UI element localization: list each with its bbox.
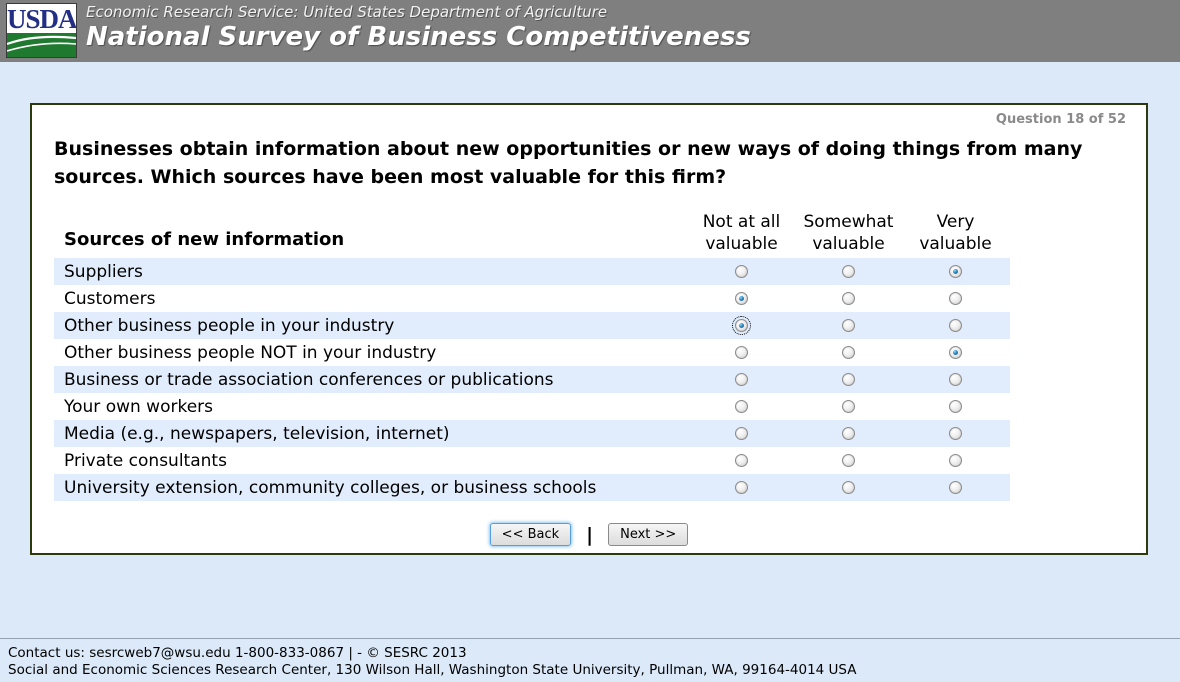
radio-not-at-all-valuable[interactable]: [735, 265, 748, 278]
radio-cell-not-at-all[interactable]: [688, 481, 795, 494]
radio-cell-very[interactable]: [902, 265, 1009, 278]
footer-contact-line: Contact us: sesrcweb7@wsu.edu 1-800-833-…: [8, 645, 467, 661]
table-row: Your own workers: [54, 393, 1010, 420]
row-label: Private consultants: [64, 450, 227, 471]
radio-cell-very[interactable]: [902, 319, 1009, 332]
row-label: Customers: [64, 288, 156, 309]
question-text: Businesses obtain information about new …: [54, 138, 1083, 188]
table-row: Private consultants: [54, 447, 1010, 474]
radio-very-valuable[interactable]: [949, 454, 962, 467]
radio-somewhat-valuable[interactable]: [842, 454, 855, 467]
radio-cell-somewhat[interactable]: [795, 265, 902, 278]
radio-very-valuable[interactable]: [949, 292, 962, 305]
question-counter: Question 18 of 52: [995, 112, 1126, 127]
top-banner: USDA Economic Research Service: United S…: [0, 0, 1180, 62]
table-row: Media (e.g., newspapers, television, int…: [54, 420, 1010, 447]
column-header-very: Very valuable: [919, 212, 992, 254]
column-header-somewhat: Somewhat valuable: [803, 212, 894, 254]
radio-cell-very[interactable]: [902, 481, 1009, 494]
radio-cell-not-at-all[interactable]: [688, 454, 795, 467]
radio-cell-very[interactable]: [902, 427, 1009, 440]
table-row: Customers: [54, 285, 1010, 312]
radio-cell-somewhat[interactable]: [795, 319, 902, 332]
table-header-row: Sources of new information Not at all va…: [54, 211, 1010, 258]
radio-cell-not-at-all[interactable]: [688, 265, 795, 278]
banner-titles: Economic Research Service: United States…: [86, 0, 1180, 52]
table-row: Business or trade association conference…: [54, 366, 1010, 393]
radio-very-valuable[interactable]: [949, 481, 962, 494]
button-separator: |: [586, 523, 594, 546]
radio-cell-very[interactable]: [902, 292, 1009, 305]
radio-not-at-all-valuable[interactable]: [735, 373, 748, 386]
table-row: Other business people NOT in your indust…: [54, 339, 1010, 366]
radio-not-at-all-valuable[interactable]: [735, 427, 748, 440]
table-row: Other business people in your industry: [54, 312, 1010, 339]
radio-somewhat-valuable[interactable]: [842, 319, 855, 332]
back-button[interactable]: << Back: [489, 523, 572, 546]
radio-somewhat-valuable[interactable]: [842, 400, 855, 413]
radio-somewhat-valuable[interactable]: [842, 265, 855, 278]
table-row: Suppliers: [54, 258, 1010, 285]
radio-not-at-all-valuable[interactable]: [732, 316, 751, 335]
radio-somewhat-valuable[interactable]: [842, 481, 855, 494]
radio-somewhat-valuable[interactable]: [842, 427, 855, 440]
radio-cell-somewhat[interactable]: [795, 346, 902, 359]
radio-very-valuable[interactable]: [949, 400, 962, 413]
row-label: Media (e.g., newspapers, television, int…: [64, 423, 450, 444]
radio-cell-somewhat[interactable]: [795, 427, 902, 440]
survey-title: National Survey of Business Competitiven…: [86, 22, 751, 52]
radio-very-valuable[interactable]: [949, 346, 962, 359]
radio-cell-not-at-all[interactable]: [688, 292, 795, 305]
footer-address-line: Social and Economic Sciences Research Ce…: [8, 661, 857, 678]
radio-not-at-all-valuable[interactable]: [735, 400, 748, 413]
sources-table: Sources of new information Not at all va…: [54, 211, 1010, 501]
radio-cell-very[interactable]: [902, 373, 1009, 386]
radio-cell-not-at-all[interactable]: [688, 427, 795, 440]
radio-cell-somewhat[interactable]: [795, 373, 902, 386]
radio-not-at-all-valuable[interactable]: [735, 454, 748, 467]
radio-very-valuable[interactable]: [949, 427, 962, 440]
row-label: Your own workers: [64, 396, 214, 417]
sources-table-body: Suppliers Customers Other business peopl…: [54, 258, 1010, 501]
radio-somewhat-valuable[interactable]: [842, 292, 855, 305]
radio-very-valuable[interactable]: [949, 265, 962, 278]
radio-cell-somewhat[interactable]: [795, 400, 902, 413]
row-label: Other business people NOT in your indust…: [64, 342, 437, 363]
row-group-header: Sources of new information: [64, 229, 345, 250]
question-panel: Question 18 of 52 Businesses obtain info…: [30, 103, 1148, 555]
agency-line: Economic Research Service: United States…: [86, 3, 608, 21]
radio-somewhat-valuable[interactable]: [842, 373, 855, 386]
radio-cell-very[interactable]: [902, 346, 1009, 359]
radio-not-at-all-valuable[interactable]: [735, 346, 748, 359]
radio-cell-not-at-all[interactable]: [688, 373, 795, 386]
radio-somewhat-valuable[interactable]: [842, 346, 855, 359]
usda-logo-text: USDA: [7, 4, 77, 34]
row-label: Business or trade association conference…: [64, 369, 554, 390]
nav-buttons: << Back | Next >>: [32, 523, 1146, 546]
radio-cell-not-at-all[interactable]: [688, 346, 795, 359]
radio-very-valuable[interactable]: [949, 373, 962, 386]
radio-very-valuable[interactable]: [949, 319, 962, 332]
usda-logo: USDA: [6, 3, 77, 58]
radio-cell-not-at-all[interactable]: [688, 400, 795, 413]
radio-cell-very[interactable]: [902, 400, 1009, 413]
footer: Contact us: sesrcweb7@wsu.edu 1-800-833-…: [0, 638, 1180, 682]
row-label: University extension, community colleges…: [64, 477, 597, 498]
radio-cell-very[interactable]: [902, 454, 1009, 467]
column-header-not-at-all: Not at all valuable: [702, 212, 781, 254]
radio-cell-not-at-all[interactable]: [688, 316, 795, 335]
usda-logo-field-icon: [7, 33, 76, 57]
radio-cell-somewhat[interactable]: [795, 292, 902, 305]
radio-not-at-all-valuable[interactable]: [735, 292, 748, 305]
radio-cell-somewhat[interactable]: [795, 454, 902, 467]
radio-not-at-all-valuable[interactable]: [735, 481, 748, 494]
table-row: University extension, community colleges…: [54, 474, 1010, 501]
row-label: Suppliers: [64, 261, 143, 282]
row-label: Other business people in your industry: [64, 315, 395, 336]
radio-cell-somewhat[interactable]: [795, 481, 902, 494]
next-button[interactable]: Next >>: [608, 523, 689, 546]
